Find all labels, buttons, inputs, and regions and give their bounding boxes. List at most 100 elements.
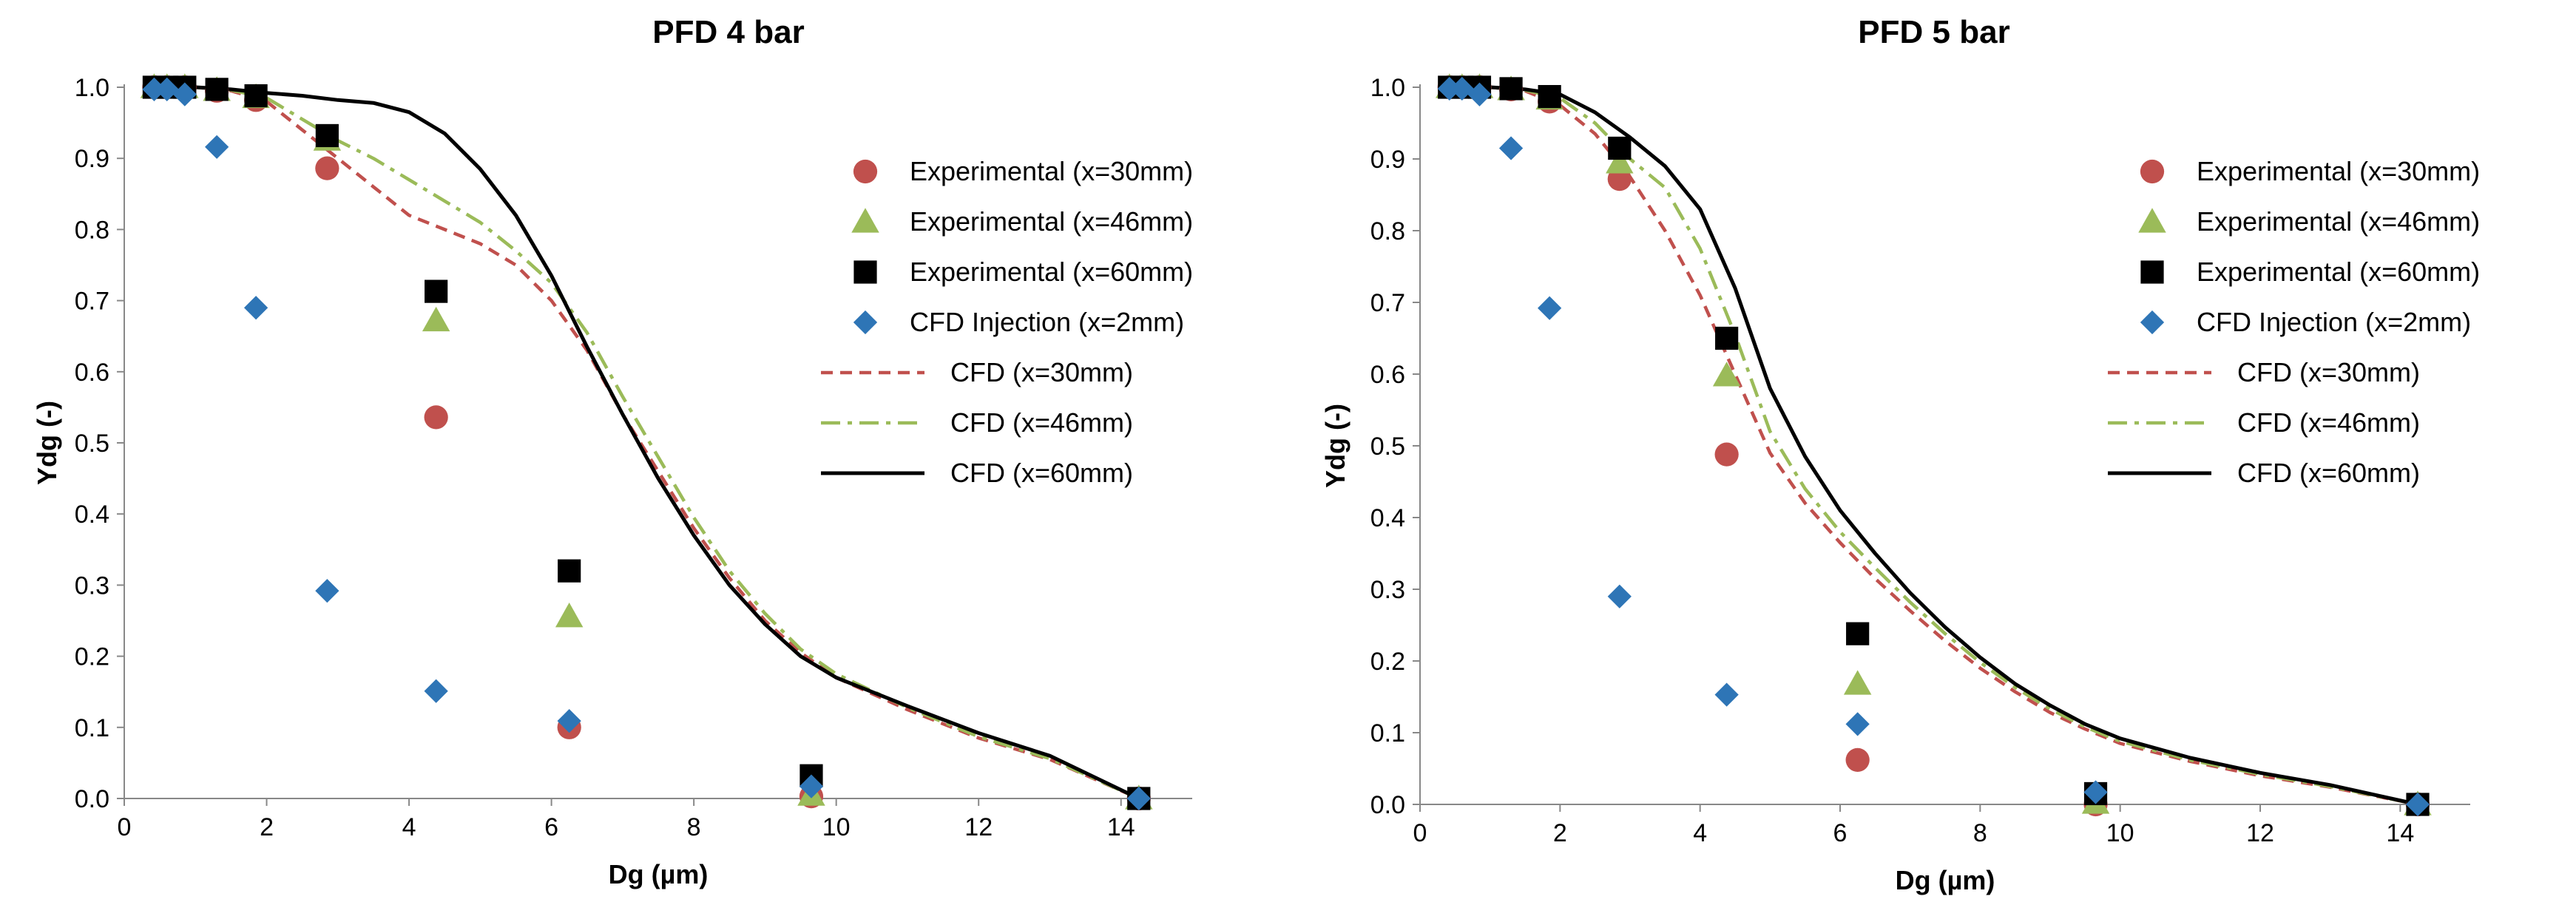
legend-label: CFD (x=30mm) (950, 357, 1133, 387)
data-point-diamond (2405, 792, 2430, 817)
data-point-square (315, 123, 339, 148)
chart-title: PFD 4 bar (652, 14, 804, 50)
legend-label: Experimental (x=30mm) (910, 156, 1193, 186)
data-point-diamond (1714, 682, 1739, 707)
data-point-triangle (555, 603, 584, 628)
x-tick-label: 0 (118, 813, 132, 841)
legend-marker-square (2140, 260, 2164, 284)
x-tick-label: 12 (964, 813, 993, 841)
y-tick-label: 1.0 (75, 74, 109, 102)
legend-label: Experimental (x=46mm) (2197, 206, 2480, 237)
legend-label: Experimental (x=60mm) (2197, 257, 2480, 287)
legend-marker-circle (2140, 159, 2165, 184)
legend-marker-diamond (853, 310, 878, 335)
legend-label: Experimental (x=30mm) (2197, 156, 2480, 186)
data-point-triangle (1843, 670, 1872, 695)
x-tick-label: 6 (1833, 819, 1848, 847)
legend-marker-triangle (851, 208, 879, 233)
chart-pfd-4-bar: PFD 4 bar 0 2 4 6 8 10 12 14 0.0 0.1 0.2 0.3 0.4 0.5 0.… (32, 14, 1193, 889)
chart-title: PFD 5 bar (1858, 14, 2009, 50)
data-point-diamond (424, 679, 448, 703)
x-tick-label: 4 (1693, 819, 1707, 847)
data-point-square (1538, 85, 1561, 109)
series-line-cfd-x-46mm- (152, 85, 1140, 801)
data-point-circle (315, 156, 339, 180)
x-tick-label: 2 (260, 813, 274, 841)
y-tick-label: 1.0 (1370, 74, 1405, 102)
legend-marker-circle (853, 159, 878, 184)
data-point-diamond (557, 709, 581, 733)
series-diamond-markers (1437, 76, 2430, 817)
legend-label: CFD Injection (x=2mm) (910, 307, 1184, 337)
legend-label: Experimental (x=60mm) (910, 257, 1193, 287)
x-tick-label: 2 (1553, 819, 1567, 847)
data-point-triangle (422, 306, 450, 332)
x-tick-label: 12 (2246, 819, 2274, 847)
data-point-diamond (315, 578, 339, 603)
x-tick-label: 8 (1973, 819, 1987, 847)
legend-marker-triangle (2138, 208, 2166, 233)
x-tick-label: 6 (544, 813, 558, 841)
y-tick-label: 0.2 (1370, 648, 1405, 676)
data-point-diamond (243, 296, 268, 320)
legend-label: CFD (x=46mm) (2237, 407, 2420, 438)
y-tick-label: 0.1 (75, 714, 109, 742)
data-point-diamond (1450, 76, 1474, 101)
series-line-cfd-x-60mm- (1447, 85, 2418, 807)
legend-marker-diamond (2140, 310, 2165, 335)
y-tick-label: 0.2 (75, 643, 109, 671)
y-tick-label: 0.3 (1370, 576, 1405, 604)
data-point-diamond (1126, 786, 1151, 811)
y-tick-label: 0.9 (1370, 146, 1405, 174)
data-point-square (558, 559, 581, 583)
y-tick-label: 0.7 (75, 288, 109, 316)
x-tick-label: 14 (1107, 813, 1135, 841)
x-axis-title: Dg (µm) (609, 859, 709, 889)
data-point-circle (424, 405, 448, 430)
series-square-markers (1438, 75, 2430, 816)
y-axis-title: Ydg (-) (1320, 404, 1350, 488)
y-tick-label: 0.9 (75, 145, 109, 173)
series-circle-markers (1437, 75, 2430, 817)
data-point-diamond (1437, 76, 1461, 101)
legend-label: CFD Injection (x=2mm) (2197, 307, 2471, 337)
legend-label: CFD (x=60mm) (950, 458, 1133, 488)
y-tick-label: 0.6 (75, 359, 109, 387)
y-tick-label: 0.7 (1370, 289, 1405, 317)
y-tick-label: 0.8 (1370, 217, 1405, 245)
data-point-diamond (205, 135, 229, 159)
data-point-diamond (2083, 780, 2108, 804)
data-point-square (244, 84, 268, 108)
y-tick-label: 0.3 (75, 572, 109, 600)
data-point-circle (1714, 442, 1739, 467)
y-tick-label: 0.0 (75, 785, 109, 813)
x-tick-label: 14 (2386, 819, 2414, 847)
data-point-diamond (142, 77, 166, 102)
data-point-square (1499, 77, 1523, 101)
y-tick-label: 0.5 (1370, 433, 1405, 461)
legend-label: CFD (x=30mm) (2237, 357, 2420, 387)
series-diamond-markers (142, 77, 1151, 811)
data-point-square (1715, 326, 1739, 350)
legend-label: Experimental (x=46mm) (910, 206, 1193, 237)
data-point-square (1608, 136, 1632, 160)
data-point-triangle (1712, 362, 1741, 387)
y-tick-label: 0.8 (75, 216, 109, 244)
data-point-diamond (1607, 584, 1632, 608)
x-axis-title: Dg (µm) (1896, 865, 1995, 895)
x-tick-label: 10 (822, 813, 851, 841)
x-tick-label: 10 (2106, 819, 2134, 847)
legend-label: CFD (x=60mm) (2237, 458, 2420, 488)
data-point-circle (1845, 747, 1870, 772)
legend-label: CFD (x=46mm) (950, 407, 1133, 438)
data-point-diamond (1845, 712, 1870, 736)
series-line-cfd-x-30mm- (1447, 85, 2418, 807)
legend-marker-square (853, 260, 877, 284)
data-point-diamond (1538, 296, 1562, 320)
x-tick-label: 4 (402, 813, 416, 841)
data-point-diamond (1467, 82, 1492, 106)
series-line-cfd-x-46mm- (1447, 85, 2418, 807)
y-tick-label: 0.5 (75, 430, 109, 458)
data-point-diamond (172, 82, 197, 106)
